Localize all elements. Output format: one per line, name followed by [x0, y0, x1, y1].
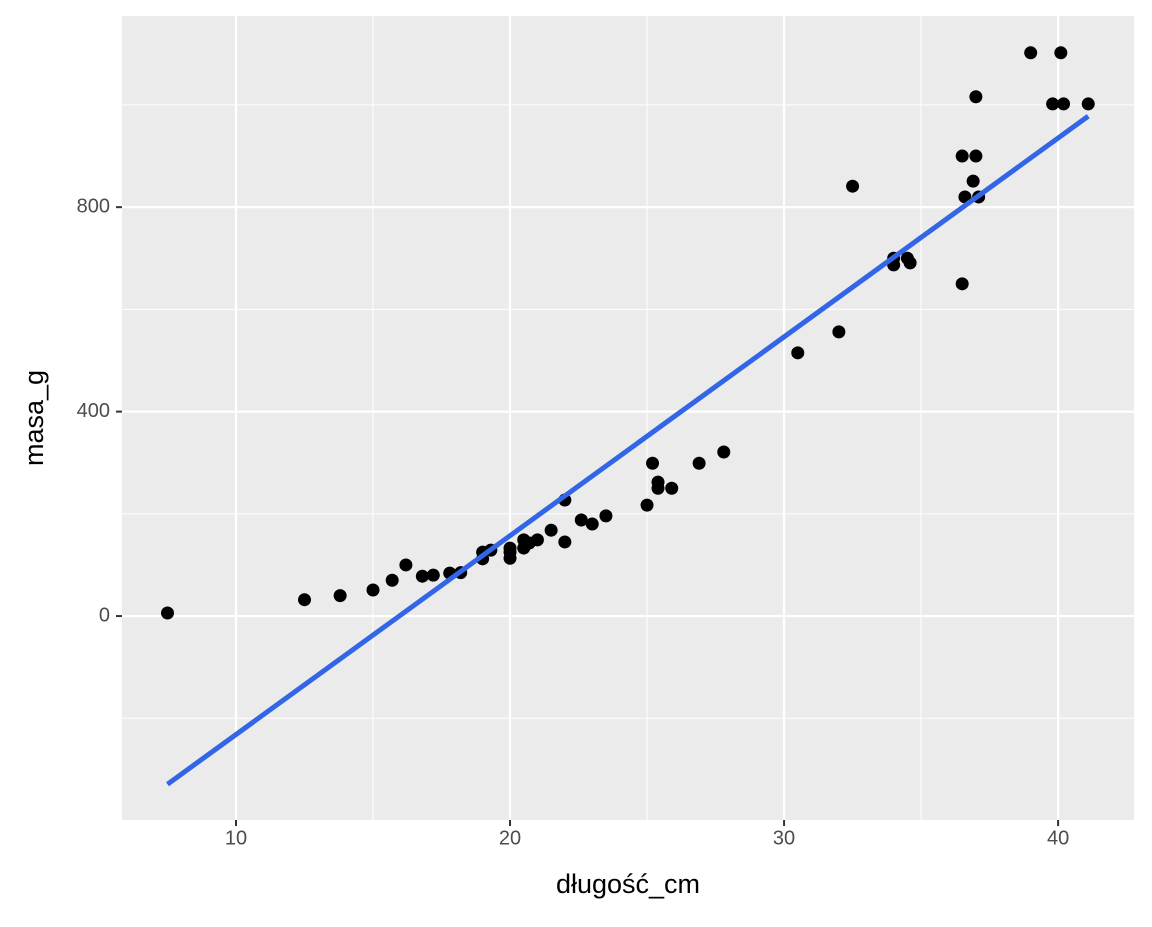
x-tick-label: 40 [1047, 827, 1069, 849]
panel [122, 16, 1134, 820]
point [651, 481, 665, 495]
point [1054, 46, 1068, 60]
point [1081, 97, 1095, 111]
point [646, 456, 660, 470]
y-axis-title: masa_g [19, 370, 49, 466]
point [791, 346, 805, 360]
point [832, 325, 846, 339]
point [717, 445, 731, 459]
fit-line [166, 114, 1090, 787]
point [160, 606, 174, 620]
point [585, 517, 599, 531]
x-axis-title: długość_cm [556, 869, 700, 899]
point [544, 523, 558, 537]
point [955, 277, 969, 291]
y-tick-label: 800 [77, 195, 110, 217]
point [333, 589, 347, 603]
point [665, 481, 679, 495]
point [846, 179, 860, 193]
point [426, 568, 440, 582]
point [903, 256, 917, 270]
y-tick-label: 0 [99, 604, 110, 626]
point [399, 558, 413, 572]
point [503, 545, 517, 559]
point [558, 535, 572, 549]
x-tick-label: 20 [499, 827, 521, 849]
point [385, 573, 399, 587]
point [958, 190, 972, 204]
x-tick-label: 10 [225, 827, 247, 849]
point [530, 533, 544, 547]
point [1046, 97, 1060, 111]
point [969, 90, 983, 104]
point [955, 149, 969, 163]
point [969, 149, 983, 163]
x-tick-label: 30 [773, 827, 795, 849]
point [298, 593, 312, 607]
point [574, 513, 588, 527]
point [366, 583, 380, 597]
point [692, 456, 706, 470]
point [415, 569, 429, 583]
y-tick-label: 400 [77, 400, 110, 422]
point [599, 509, 613, 523]
point [966, 174, 980, 188]
point [1057, 97, 1071, 111]
point [1024, 46, 1038, 60]
point [640, 498, 654, 512]
